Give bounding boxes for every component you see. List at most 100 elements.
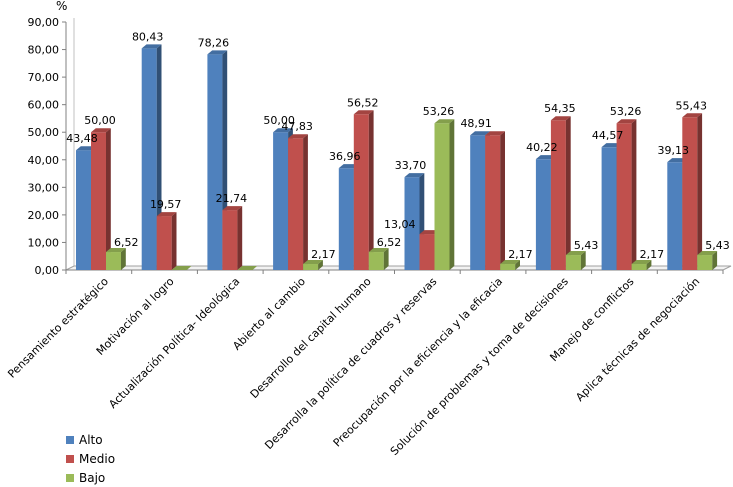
bar-top bbox=[338, 164, 359, 169]
legend-swatch bbox=[66, 435, 74, 444]
bar-front bbox=[222, 210, 238, 270]
bar-top bbox=[470, 131, 490, 136]
bar-top bbox=[601, 143, 622, 148]
bar-top bbox=[682, 113, 703, 118]
bar-bajo bbox=[500, 260, 520, 270]
bar-top bbox=[288, 134, 308, 139]
bar-top bbox=[76, 146, 96, 151]
bar-top bbox=[353, 110, 374, 115]
bar-alto bbox=[141, 44, 162, 270]
bar-side bbox=[646, 260, 652, 270]
bar-side bbox=[383, 248, 389, 270]
legend-item: Medio bbox=[66, 449, 115, 468]
y-tick-label: 30,00 bbox=[28, 181, 60, 194]
bar-side bbox=[303, 134, 308, 270]
bar-side bbox=[500, 131, 505, 270]
data-label: 6,52 bbox=[377, 236, 402, 249]
bar-top bbox=[303, 260, 323, 265]
bar-medio bbox=[91, 128, 111, 270]
bar-front bbox=[288, 138, 304, 270]
bar-top bbox=[273, 128, 293, 133]
data-label: 40,22 bbox=[526, 141, 558, 154]
bar-front bbox=[106, 252, 121, 270]
legend-item: Alto bbox=[66, 430, 115, 449]
y-unit-label: % bbox=[56, 0, 67, 13]
bar-side bbox=[237, 206, 243, 270]
bar-medio bbox=[353, 110, 374, 270]
bar-top bbox=[550, 116, 571, 121]
data-label: 50,00 bbox=[84, 114, 116, 127]
data-label: 5,43 bbox=[705, 239, 730, 252]
bar-side bbox=[712, 251, 718, 270]
bar-front bbox=[667, 162, 683, 270]
y-tick-label: 0,00 bbox=[35, 264, 60, 277]
legend-label: Medio bbox=[79, 451, 116, 466]
y-tick-label: 40,00 bbox=[28, 154, 60, 167]
legend-swatch bbox=[66, 473, 74, 482]
legend-item: Bajo bbox=[66, 468, 115, 487]
bar-front bbox=[273, 132, 289, 270]
bar-side bbox=[318, 260, 323, 270]
data-label: 33,70 bbox=[395, 159, 427, 172]
y-tick-label: 90,00 bbox=[28, 16, 60, 29]
bar-top bbox=[535, 155, 556, 160]
data-label: 44,57 bbox=[592, 129, 624, 142]
bar-bajo bbox=[565, 251, 586, 270]
legend-label: Alto bbox=[79, 432, 103, 447]
bar-front bbox=[156, 216, 172, 270]
bar-front bbox=[697, 255, 713, 270]
y-tick-label: 70,00 bbox=[28, 71, 60, 84]
bar-bajo bbox=[237, 266, 258, 270]
bar-side bbox=[565, 116, 571, 270]
bar-medio bbox=[222, 206, 243, 270]
bar-side bbox=[515, 260, 520, 270]
x-category-label: Abierto al cambio bbox=[230, 275, 308, 353]
data-label: 78,26 bbox=[198, 36, 230, 49]
bar-side bbox=[449, 119, 455, 271]
bar-front bbox=[500, 264, 516, 270]
bar-front bbox=[353, 114, 369, 270]
bar-top bbox=[616, 119, 637, 124]
bar-side bbox=[631, 119, 637, 271]
bar-top bbox=[404, 173, 425, 178]
data-label: 2,17 bbox=[311, 248, 336, 261]
data-label: 36,96 bbox=[329, 150, 361, 163]
data-label: 43,48 bbox=[66, 132, 98, 145]
bar-side bbox=[368, 110, 374, 270]
y-tick-label: 80,00 bbox=[28, 44, 60, 57]
bar-top bbox=[222, 206, 243, 211]
bar-bajo bbox=[106, 248, 126, 270]
bar-front bbox=[601, 147, 617, 270]
bar-front bbox=[470, 135, 486, 270]
bar-bajo bbox=[434, 119, 455, 271]
bar-medio bbox=[288, 134, 308, 270]
bar-top bbox=[419, 230, 440, 235]
y-tick-label: 20,00 bbox=[28, 209, 60, 222]
bar-side bbox=[580, 251, 586, 270]
bar-side bbox=[121, 248, 126, 270]
legend: Alto Medio Bajo bbox=[66, 430, 115, 487]
bar-top bbox=[485, 131, 505, 136]
bar-front bbox=[404, 177, 420, 270]
data-label: 2,17 bbox=[508, 248, 533, 261]
x-category-label: Pensamiento estratégico bbox=[5, 275, 111, 381]
data-label: 53,26 bbox=[423, 105, 455, 118]
data-label: 47,83 bbox=[281, 120, 313, 133]
bar-bajo bbox=[368, 248, 389, 270]
bar-front bbox=[682, 117, 698, 270]
bar-top bbox=[667, 158, 688, 163]
bar-bajo bbox=[631, 260, 652, 270]
data-label: 5,43 bbox=[574, 239, 599, 252]
bar-side bbox=[171, 212, 177, 270]
bar-front bbox=[485, 135, 501, 270]
y-tick-label: 10,00 bbox=[28, 236, 60, 249]
bar-top bbox=[141, 44, 162, 49]
bar-front bbox=[550, 120, 566, 270]
data-label: 13,04 bbox=[384, 218, 416, 231]
bar-front bbox=[303, 264, 319, 270]
bar-front bbox=[535, 159, 551, 270]
bar-top bbox=[207, 50, 228, 55]
bar-top bbox=[156, 212, 177, 217]
y-tick-label: 50,00 bbox=[28, 126, 60, 139]
bar-top bbox=[631, 260, 652, 265]
